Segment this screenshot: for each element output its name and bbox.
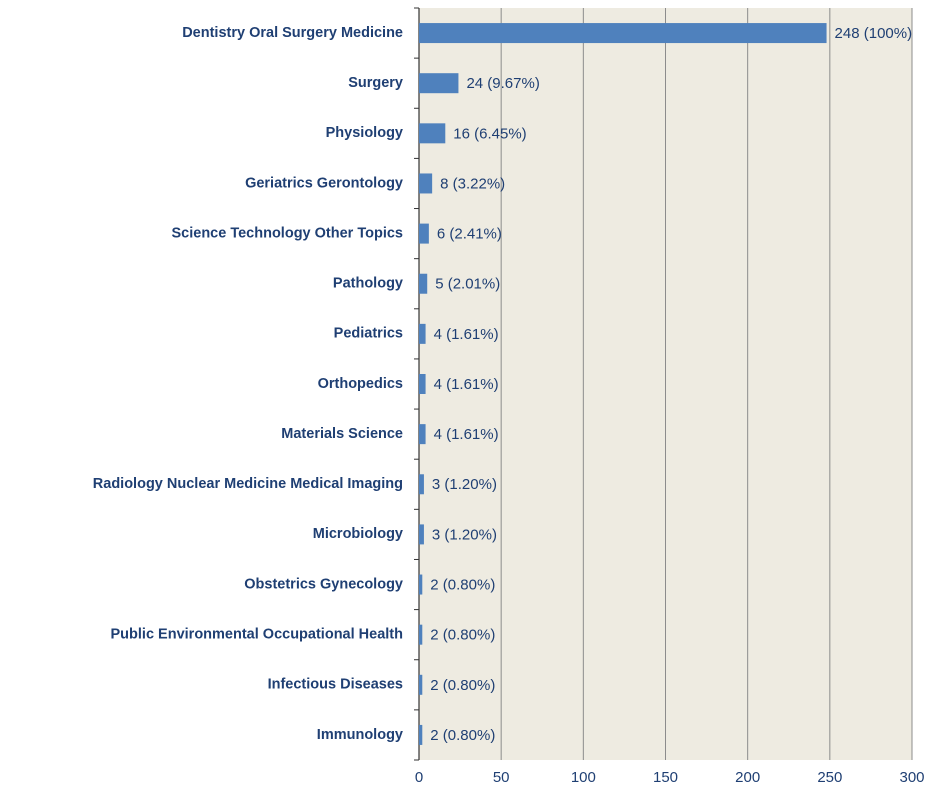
x-tick-label: 100	[571, 769, 596, 786]
y-tick-label: Obstetrics Gynecology	[244, 576, 403, 592]
data-label: 2 (0.80%)	[430, 727, 495, 744]
y-tick-label: Materials Science	[281, 426, 403, 442]
y-tick-label: Public Environmental Occupational Health	[111, 626, 403, 642]
bar	[419, 624, 423, 645]
y-tick-label: Pediatrics	[334, 326, 403, 342]
bar	[419, 374, 426, 394]
data-label: 4 (1.61%)	[434, 326, 499, 343]
bar	[419, 73, 459, 94]
y-tick-label: Physiology	[326, 125, 403, 141]
bar	[419, 424, 426, 445]
y-tick-label: Surgery	[348, 75, 403, 91]
x-tick-label: 300	[899, 769, 924, 786]
bar	[419, 23, 827, 44]
data-label: 2 (0.80%)	[430, 627, 495, 644]
data-label: 4 (1.61%)	[434, 376, 499, 393]
x-tick-label: 50	[493, 769, 510, 786]
data-label: 3 (1.20%)	[432, 476, 497, 493]
x-tick-label: 0	[415, 769, 423, 786]
bar	[419, 323, 426, 344]
x-tick-label: 250	[817, 769, 842, 786]
data-label: 6 (2.41%)	[437, 226, 502, 243]
data-label: 248 (100%)	[835, 25, 913, 42]
bar	[419, 273, 428, 294]
bar	[419, 173, 433, 194]
data-label: 24 (9.67%)	[466, 75, 539, 92]
x-tick-label: 200	[735, 769, 760, 786]
x-tick-label: 150	[653, 769, 678, 786]
data-label: 2 (0.80%)	[430, 577, 495, 594]
data-label: 2 (0.80%)	[430, 677, 495, 694]
data-label: 5 (2.01%)	[435, 276, 500, 293]
bar	[419, 123, 446, 144]
bar	[419, 223, 429, 244]
y-tick-label: Science Technology Other Topics	[171, 225, 403, 241]
data-label: 16 (6.45%)	[453, 125, 526, 142]
bar	[419, 574, 423, 595]
data-label: 4 (1.61%)	[434, 426, 499, 443]
data-label: 3 (1.20%)	[432, 526, 497, 543]
y-tick-label: Orthopedics	[318, 376, 403, 392]
bar	[419, 524, 424, 545]
data-label: 8 (3.22%)	[440, 175, 505, 192]
y-tick-label: Infectious Diseases	[268, 677, 403, 693]
y-tick-label: Pathology	[333, 276, 403, 292]
y-tick-label: Microbiology	[313, 526, 403, 542]
y-tick-label: Geriatrics Gerontology	[245, 175, 403, 191]
y-tick-label: Radiology Nuclear Medicine Medical Imagi…	[93, 476, 403, 492]
y-tick-label: Dentistry Oral Surgery Medicine	[182, 25, 403, 41]
bar	[419, 674, 423, 695]
bar	[419, 474, 424, 495]
y-tick-label: Immunology	[317, 727, 403, 743]
bar	[419, 724, 423, 745]
